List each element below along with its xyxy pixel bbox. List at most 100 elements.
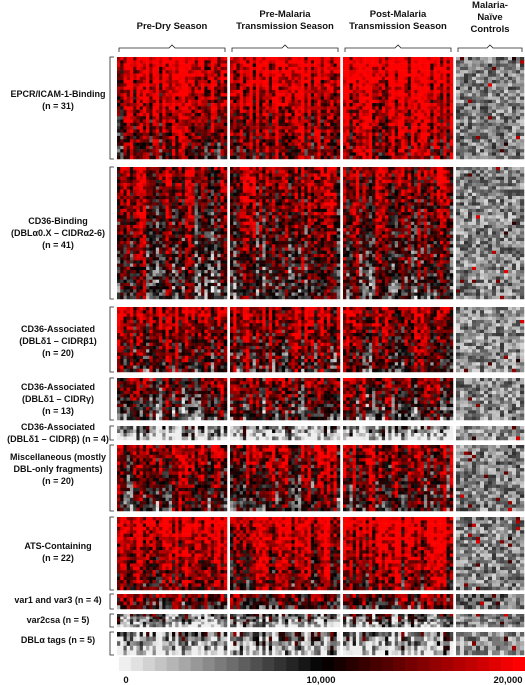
heatmap-cell	[333, 73, 338, 77]
heatmap-cell	[175, 276, 179, 280]
heatmap-cell	[126, 70, 131, 74]
heatmap-cell	[194, 155, 199, 160]
heatmap-cell	[126, 145, 131, 150]
heatmap-cell	[181, 99, 186, 104]
heatmap-cell	[155, 70, 160, 74]
heatmap-cell	[230, 152, 234, 156]
heatmap-cell	[291, 60, 295, 64]
heatmap-cell	[446, 57, 451, 61]
heatmap-cell	[123, 192, 127, 197]
heatmap-cell	[378, 60, 383, 64]
heatmap-cell	[191, 96, 195, 101]
heatmap-cell	[512, 122, 517, 127]
heatmap-cell	[217, 179, 221, 184]
heatmap-cell	[155, 183, 160, 187]
heatmap-cell	[333, 119, 338, 124]
heatmap-cell	[484, 135, 489, 140]
heatmap-cell	[468, 139, 473, 143]
heatmap-cell	[159, 129, 163, 133]
heatmap-cell	[152, 139, 157, 143]
heatmap-cell	[191, 132, 195, 137]
heatmap-cell	[123, 179, 127, 184]
heatmap-cell	[508, 103, 513, 107]
heatmap-cell	[129, 76, 134, 81]
heatmap-cell	[123, 173, 127, 177]
heatmap-cell	[136, 176, 140, 181]
heatmap-cell	[129, 195, 134, 200]
heatmap-cell	[207, 279, 212, 284]
heatmap-cell	[288, 60, 292, 64]
heatmap-cell	[433, 80, 438, 84]
heatmap-cell	[172, 224, 176, 229]
heatmap-cell	[172, 106, 176, 110]
heatmap-cell	[162, 93, 166, 97]
heatmap-cell	[149, 186, 153, 190]
heatmap-cell	[275, 103, 279, 107]
heatmap-cell	[210, 73, 215, 77]
heatmap-cell	[136, 234, 140, 239]
heatmap-cell	[252, 60, 257, 64]
heatmap-cell	[436, 80, 441, 84]
heatmap-cell	[278, 83, 283, 87]
heatmap-cell	[414, 86, 418, 91]
heatmap-cell	[162, 276, 166, 280]
heatmap-cell	[152, 208, 157, 213]
heatmap-cell	[142, 142, 147, 147]
heatmap-cell	[172, 119, 176, 124]
heatmap-cell	[281, 112, 286, 117]
heatmap-cell	[204, 202, 208, 206]
heatmap-cell	[378, 142, 383, 147]
heatmap-cell	[149, 266, 153, 271]
heatmap-cell	[391, 66, 396, 71]
heatmap-cell	[427, 99, 431, 104]
heatmap-cell	[394, 155, 399, 160]
heatmap-cell	[456, 99, 461, 104]
heatmap-cell	[449, 60, 454, 64]
heatmap-cell	[372, 86, 376, 91]
heatmap-cell	[117, 70, 121, 74]
heatmap-cell	[155, 189, 160, 194]
heatmap-cell	[285, 132, 289, 137]
heatmap-cell	[443, 135, 447, 140]
heatmap-cell	[126, 250, 131, 255]
heatmap-cell	[162, 257, 166, 261]
heatmap-cell	[217, 109, 221, 114]
heatmap-cell	[272, 116, 276, 120]
heatmap-cell	[288, 135, 292, 140]
heatmap-cell	[310, 89, 315, 94]
heatmap-cell	[168, 286, 173, 290]
heatmap-cell	[178, 142, 182, 147]
heatmap-cell	[407, 63, 412, 68]
heatmap-cell	[343, 135, 347, 140]
heatmap-cell	[136, 282, 140, 287]
heatmap-cell	[181, 266, 186, 271]
heatmap-cell	[214, 89, 218, 94]
heatmap-cell	[476, 119, 481, 124]
heatmap-cell	[162, 132, 166, 137]
heatmap-cell	[385, 73, 389, 77]
heatmap-cell	[117, 253, 121, 258]
heatmap-cell	[281, 129, 286, 133]
heatmap-cell	[336, 132, 341, 137]
heatmap-cell	[194, 234, 199, 239]
heatmap-cell	[362, 152, 366, 156]
heatmap-cell	[188, 145, 192, 150]
heatmap-cell	[414, 103, 418, 107]
heatmap-cell	[123, 228, 127, 232]
heatmap-cell	[223, 152, 228, 156]
heatmap-cell	[181, 257, 186, 261]
heatmap-cell	[496, 116, 501, 120]
heatmap-cell	[159, 195, 163, 200]
heatmap-cell	[204, 119, 208, 124]
heatmap-cell	[239, 126, 244, 130]
heatmap-cell	[375, 129, 379, 133]
heatmap-cell	[476, 66, 481, 71]
heatmap-cell	[265, 80, 270, 84]
heatmap-cell	[378, 122, 383, 127]
heatmap-cell	[433, 116, 438, 120]
heatmap-cell	[336, 139, 341, 143]
heatmap-cell	[230, 109, 234, 114]
heatmap-cell	[372, 93, 376, 97]
heatmap-cell	[165, 263, 170, 268]
heatmap-cell	[417, 122, 421, 127]
